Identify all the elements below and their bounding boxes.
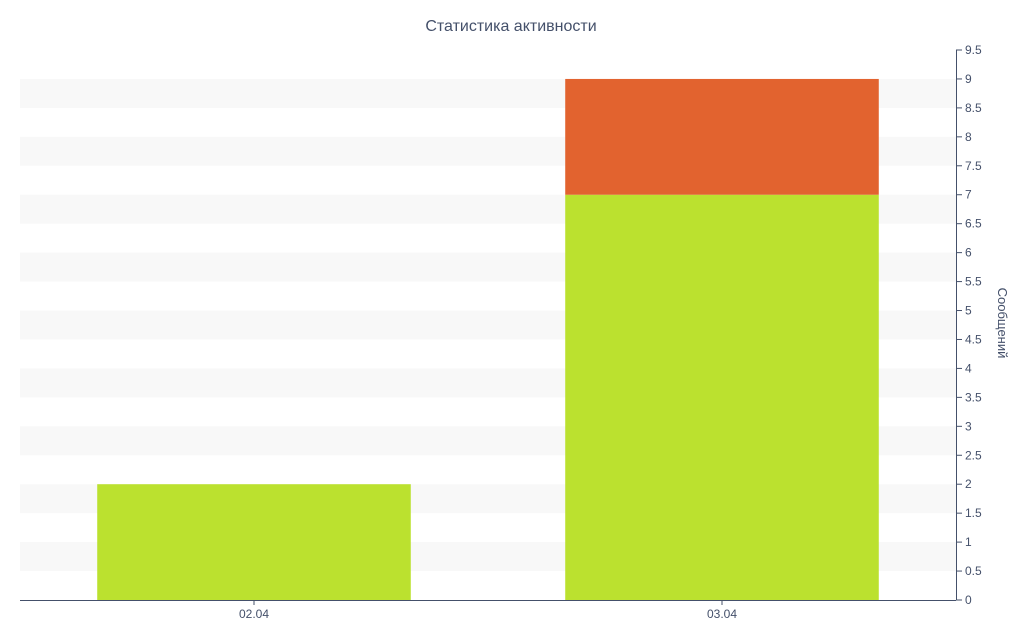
x-tick-label: 02.04 bbox=[239, 607, 269, 621]
y-tick-label: 9 bbox=[965, 72, 972, 86]
y-tick-label: 2 bbox=[965, 477, 972, 491]
y-tick-label: 0 bbox=[965, 593, 972, 607]
y-tick-label: 5 bbox=[965, 304, 972, 318]
y-tick-label: 9.5 bbox=[965, 43, 982, 57]
y-tick-label: 0.5 bbox=[965, 564, 982, 578]
y-tick-label: 6 bbox=[965, 246, 972, 260]
y-tick-label: 1.5 bbox=[965, 506, 982, 520]
y-ticks: 0 0.5 1 1.5 2 2.5 3 3.5 4 4.5 5 5.5 6 6.5 7 7.5 8 8.5 9 9.5 bbox=[956, 43, 982, 607]
y-tick-label: 6.5 bbox=[965, 217, 982, 231]
y-tick-label: 2.5 bbox=[965, 448, 982, 462]
y-tick-label: 8.5 bbox=[965, 101, 982, 115]
y-tick-label: 3 bbox=[965, 419, 972, 433]
y-tick-label: 3.5 bbox=[965, 390, 982, 404]
axes bbox=[20, 50, 957, 601]
bar-02.04-series-1 bbox=[97, 484, 411, 600]
x-tick-label: 03.04 bbox=[707, 607, 737, 621]
x-ticks: 02.04 03.04 bbox=[239, 600, 737, 621]
y-tick-label: 7 bbox=[965, 188, 972, 202]
bars bbox=[97, 78, 879, 600]
y-tick-label: 1 bbox=[965, 535, 972, 549]
y-tick-label: 4 bbox=[965, 361, 972, 375]
y-tick-label: 8 bbox=[965, 130, 972, 144]
chart-title: Статистика активности bbox=[425, 18, 596, 35]
bar-03.04-series-1 bbox=[565, 194, 879, 600]
bar-03.04-series-2 bbox=[565, 78, 879, 195]
y-tick-label: 4.5 bbox=[965, 332, 982, 346]
y-axis-title: Сообщений bbox=[995, 288, 1010, 359]
y-tick-label: 7.5 bbox=[965, 159, 982, 173]
y-tick-label: 5.5 bbox=[965, 275, 982, 289]
